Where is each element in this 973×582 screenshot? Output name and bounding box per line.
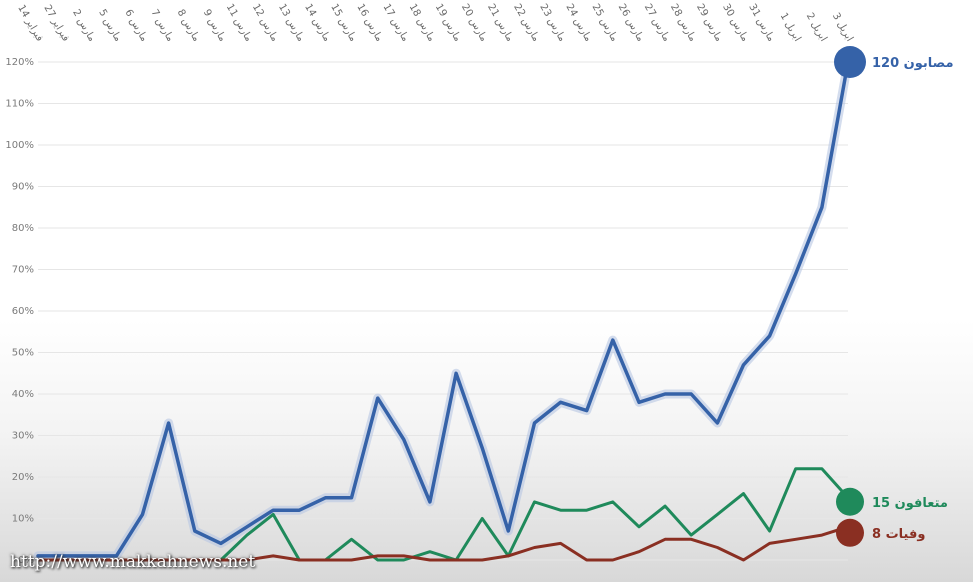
series-end-marker bbox=[834, 46, 866, 78]
x-tick-label: ابريل 1 bbox=[778, 11, 803, 43]
y-axis: 0% 10% 20% 30% 40% 50% 60% 70% 80% 90% 100% 110% 120… bbox=[5, 57, 34, 566]
series-layer: مصابون 120 متعافون 15 وفيات 8 bbox=[33, 46, 954, 562]
x-tick-label: مارس 9 bbox=[201, 8, 228, 44]
y-tick-label: 20% bbox=[12, 472, 34, 483]
series-line bbox=[36, 525, 850, 562]
x-tick-label: مارس 5 bbox=[96, 8, 123, 44]
x-tick-label: مارس 7 bbox=[149, 8, 176, 44]
series-line bbox=[36, 60, 850, 558]
y-tick-label: 100% bbox=[5, 140, 34, 151]
y-tick-label: 0% bbox=[18, 555, 34, 566]
y-tick-label: 120% bbox=[5, 57, 34, 68]
y-tick-label: 50% bbox=[12, 348, 34, 359]
y-tick-label: 110% bbox=[5, 99, 34, 110]
grid-layer bbox=[38, 61, 848, 561]
y-tick-label: 30% bbox=[12, 431, 34, 442]
y-tick-label: 90% bbox=[12, 182, 34, 193]
series-line bbox=[36, 467, 850, 562]
y-tick-label: 60% bbox=[12, 306, 34, 317]
series-end-marker bbox=[836, 487, 864, 516]
series-end-label: متعافون 15 bbox=[872, 496, 948, 511]
x-tick-label: ابريل 2 bbox=[804, 11, 829, 43]
x-tick-label: فبراير 27 bbox=[41, 3, 71, 44]
y-tick-label: 80% bbox=[12, 223, 34, 234]
watermark-text: http://www.makkahnews.net bbox=[10, 552, 256, 572]
series-end-label: وفيات 8 bbox=[872, 527, 925, 542]
y-tick-label: 40% bbox=[12, 389, 34, 400]
series-end-label: مصابون 120 bbox=[872, 56, 954, 71]
y-tick-label: 70% bbox=[12, 265, 34, 276]
x-tick-label: مارس 8 bbox=[175, 8, 202, 44]
x-tick-label: مارس 6 bbox=[122, 8, 149, 44]
x-tick-label: فبراير 14 bbox=[15, 3, 45, 44]
x-tick-label: ابريل 3 bbox=[830, 11, 855, 43]
x-tick-label: مارس 2 bbox=[70, 8, 97, 44]
series-end-marker bbox=[836, 518, 864, 547]
y-tick-label: 10% bbox=[12, 514, 34, 525]
series-glow bbox=[33, 57, 853, 561]
